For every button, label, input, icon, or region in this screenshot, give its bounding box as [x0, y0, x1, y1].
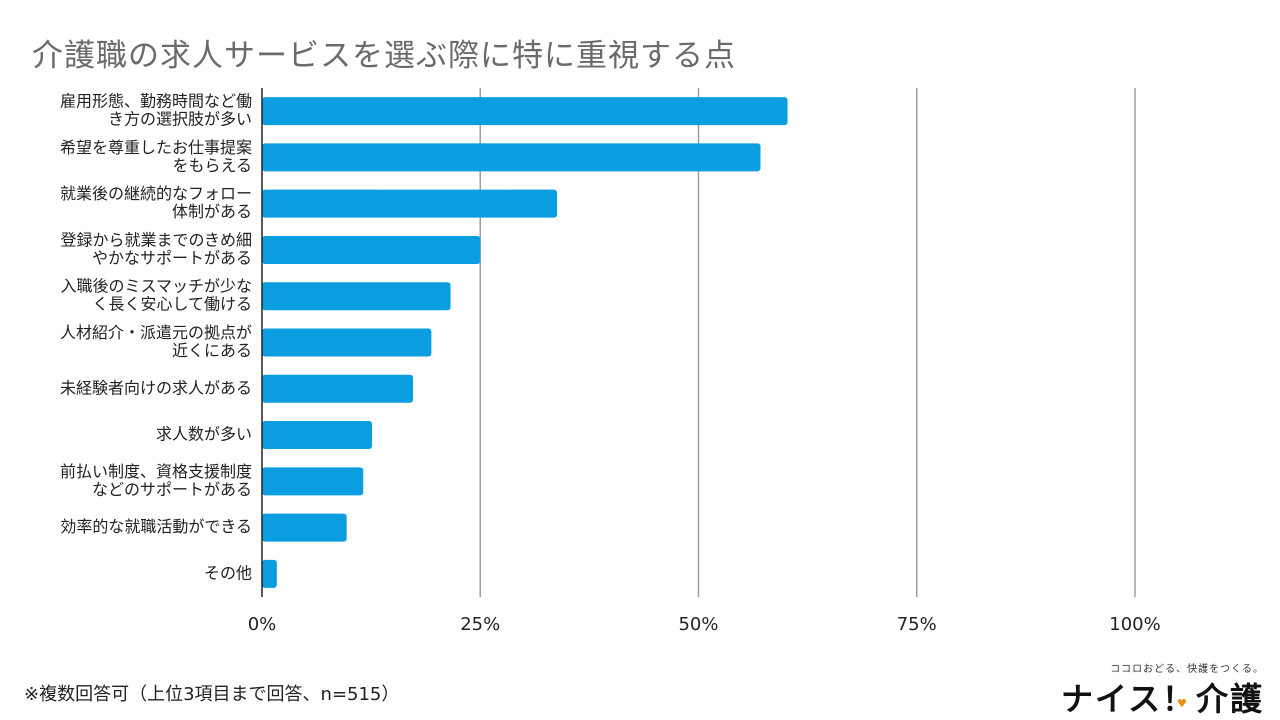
- category-label: 登録から就業までのきめ細: [60, 230, 252, 249]
- category-label: 効率的な就職活動ができる: [60, 517, 252, 536]
- x-tick-label: 50%: [678, 614, 718, 635]
- category-label: をもらえる: [172, 156, 252, 175]
- x-tick-label: 25%: [460, 614, 500, 635]
- category-label: などのサポートがある: [92, 480, 252, 499]
- category-label: 雇用形態、勤務時間など働: [60, 92, 252, 111]
- category-label: 人材紹介・派遣元の拠点が: [60, 323, 252, 342]
- heart-icon: ♥: [1177, 697, 1187, 710]
- category-label: やかなサポートがある: [92, 248, 252, 267]
- bar: [262, 421, 372, 450]
- category-label: 希望を尊重したお仕事提案: [60, 138, 252, 157]
- logo-tagline: ココロおどる、快護をつくる。: [1110, 664, 1264, 675]
- bar: [262, 97, 788, 126]
- category-label: 前払い制度、資格支援制度: [60, 462, 252, 481]
- bar: [262, 328, 432, 357]
- footnote: ※複数回答可（上位3項目まで回答、n=515）: [24, 684, 400, 705]
- x-tick-label: 100%: [1109, 614, 1160, 635]
- logo-name: ナイス！介護: [1060, 680, 1264, 718]
- bar: [262, 559, 277, 588]
- category-label: 未経験者向けの求人がある: [60, 378, 252, 397]
- category-label: その他: [204, 563, 252, 582]
- category-label: き方の選択肢が多い: [108, 110, 252, 129]
- bar: [262, 189, 558, 218]
- category-label: 就業後の継続的なフォロー: [60, 184, 252, 203]
- bar: [262, 143, 761, 172]
- category-label: 体制がある: [172, 202, 252, 221]
- bar: [262, 374, 414, 403]
- category-label: く長く安心して働ける: [92, 295, 252, 314]
- category-label: 求人数が多い: [156, 425, 252, 444]
- brand-logo: ココロおどる、快護をつくる。 ナイス！介護 ♥: [1061, 660, 1272, 718]
- chart-title: 介護職の求人サービスを選ぶ際に特に重視する点: [32, 38, 736, 74]
- category-label: 近くにある: [172, 341, 252, 360]
- x-tick-label: 0%: [248, 614, 277, 635]
- bar: [262, 513, 347, 542]
- category-label: 入職後のミスマッチが少な: [60, 277, 252, 296]
- bar: [262, 467, 364, 496]
- x-tick-label: 75%: [897, 614, 937, 635]
- bar: [262, 282, 451, 311]
- bar: [262, 235, 481, 264]
